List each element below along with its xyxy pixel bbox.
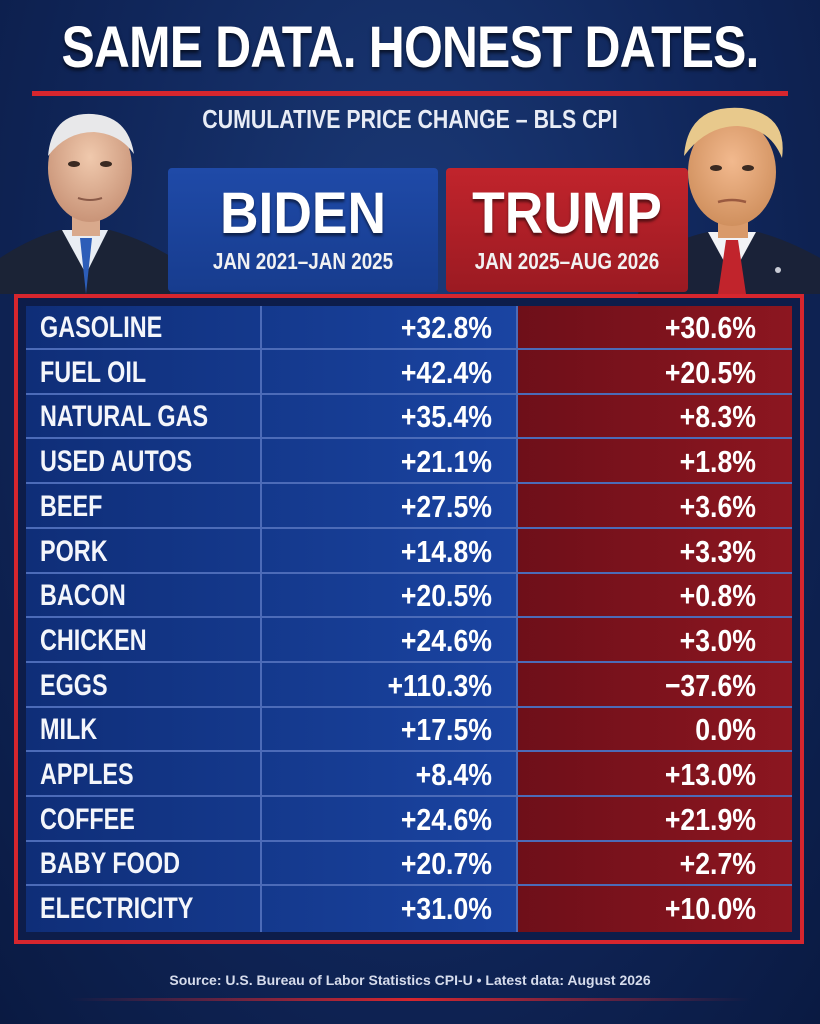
row-label: FUEL OIL xyxy=(40,355,147,389)
trump-value: +10.0% xyxy=(664,891,756,927)
row-label: BABY FOOD xyxy=(40,847,180,881)
trump-value: +1.8% xyxy=(679,444,756,480)
biden-value: +24.6% xyxy=(400,622,492,658)
biden-value: +20.5% xyxy=(400,578,492,614)
biden-value: +21.1% xyxy=(400,444,492,480)
table-row: MILK +17.5% 0.0% xyxy=(26,708,792,753)
title-underline xyxy=(32,91,788,96)
table-row: NATURAL GAS +35.4% +8.3% xyxy=(26,395,792,440)
row-label: CHICKEN xyxy=(40,623,147,657)
table-row: USED AUTOS +21.1% +1.8% xyxy=(26,440,792,485)
page-title: SAME DATA. HONEST DATES. xyxy=(61,15,759,80)
biden-name: BIDEN xyxy=(219,181,387,246)
biden-value: +20.7% xyxy=(400,846,492,882)
row-label: BEEF xyxy=(40,489,103,523)
trump-value: +8.3% xyxy=(679,399,756,435)
biden-value: +110.3% xyxy=(387,667,492,703)
table-row: APPLES +8.4% +13.0% xyxy=(26,753,792,797)
biden-value: +31.0% xyxy=(400,891,492,927)
table-row: PORK +14.8% +3.3% xyxy=(26,530,792,574)
trump-column-background xyxy=(516,306,792,932)
trump-value: +20.5% xyxy=(664,354,756,390)
trump-value: +3.3% xyxy=(679,533,756,569)
table-row: CHICKEN +24.6% +3.0% xyxy=(26,619,792,663)
biden-value: +24.6% xyxy=(400,801,492,837)
table-row: BABY FOOD +20.7% +2.7% xyxy=(26,842,792,887)
column-divider xyxy=(516,306,518,932)
biden-value: +17.5% xyxy=(400,712,492,748)
trump-name: TRUMP xyxy=(472,181,662,246)
trump-value: +21.9% xyxy=(664,801,756,837)
biden-value: +42.4% xyxy=(400,354,492,390)
row-label: NATURAL GAS xyxy=(40,400,209,434)
trump-value: +3.6% xyxy=(679,488,756,524)
trump-value: +30.6% xyxy=(664,310,756,345)
row-label: PORK xyxy=(40,534,108,568)
biden-value: +8.4% xyxy=(415,757,492,792)
row-label: BACON xyxy=(40,579,126,613)
table-row: BACON +20.5% +0.8% xyxy=(26,574,792,619)
table-row: EGGS +110.3% −37.6% xyxy=(26,664,792,708)
row-label: MILK xyxy=(40,713,98,747)
biden-column-background xyxy=(26,306,516,932)
footer-rule xyxy=(70,998,750,1001)
biden-value: +14.8% xyxy=(400,533,492,569)
trump-value: 0.0% xyxy=(695,712,756,748)
row-label: EGGS xyxy=(40,668,108,702)
table-row: GASOLINE +32.8% +30.6% xyxy=(26,306,792,350)
row-label: ELECTRICITY xyxy=(40,892,194,926)
trump-value: +3.0% xyxy=(679,622,756,658)
trump-value: +2.7% xyxy=(679,846,756,882)
biden-date-range: JAN 2021–JAN 2025 xyxy=(212,248,394,274)
row-label: APPLES xyxy=(40,758,134,791)
table-row: COFFEE +24.6% +21.9% xyxy=(26,798,792,842)
biden-header-panel: BIDEN JAN 2021–JAN 2025 xyxy=(168,168,438,292)
left-portrait xyxy=(0,113,170,294)
trump-date-range: JAN 2025–AUG 2026 xyxy=(474,248,660,274)
biden-value: +27.5% xyxy=(400,488,492,524)
trump-value: +0.8% xyxy=(679,578,756,614)
biden-value: +32.8% xyxy=(400,310,492,345)
row-label: USED AUTOS xyxy=(40,445,193,479)
biden-value: +35.4% xyxy=(400,399,492,435)
trump-value: +13.0% xyxy=(664,757,756,792)
source-note: Source: U.S. Bureau of Labor Statistics … xyxy=(169,972,651,988)
subtitle: CUMULATIVE PRICE CHANGE – BLS CPI xyxy=(202,104,618,134)
column-divider xyxy=(260,306,262,932)
trump-value: −37.6% xyxy=(664,667,756,703)
table-row: ELECTRICITY +31.0% +10.0% xyxy=(26,887,792,931)
table-row: BEEF +27.5% +3.6% xyxy=(26,485,792,529)
row-label: COFFEE xyxy=(40,802,135,836)
row-label: GASOLINE xyxy=(40,311,163,344)
table-row: FUEL OIL +42.4% +20.5% xyxy=(26,351,792,395)
trump-header-panel: TRUMP JAN 2025–AUG 2026 xyxy=(446,168,688,292)
